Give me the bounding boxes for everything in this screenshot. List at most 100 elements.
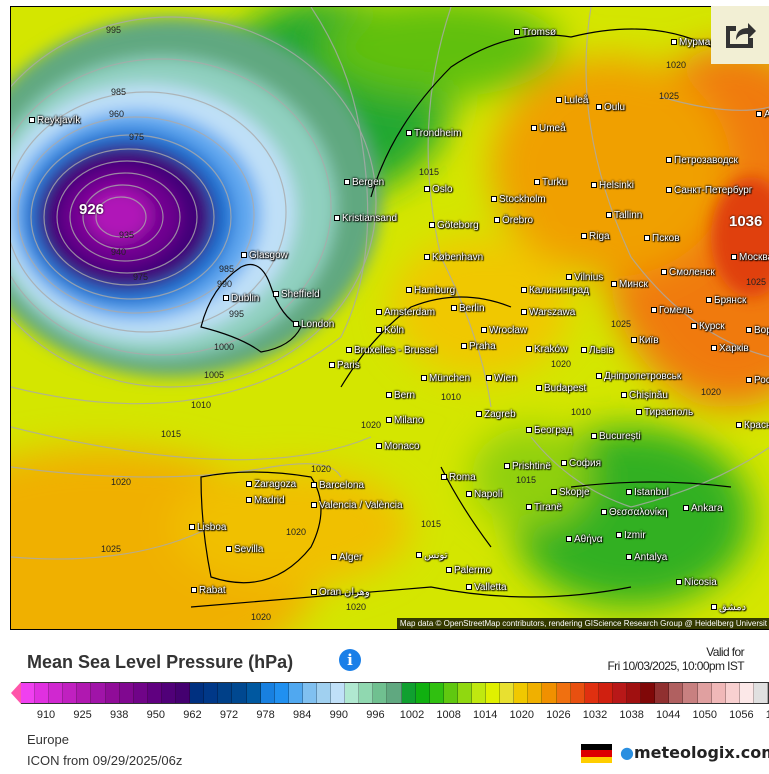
isobar-label: 1010: [441, 392, 462, 402]
share-icon: [726, 23, 756, 48]
city-label: Θεσσαλονίκη: [601, 507, 668, 518]
flag-stripe: [581, 756, 612, 763]
legend-tick-label: 1056: [729, 709, 754, 721]
city-label: Izmir: [616, 530, 646, 541]
city-label: Helsinki: [591, 180, 634, 191]
city-label: Reykjavík: [29, 115, 80, 126]
city-label: Калининград: [521, 285, 589, 296]
legend-swatch: [387, 683, 402, 703]
legend-swatch: [697, 683, 712, 703]
city-label: Praha: [461, 341, 496, 352]
legend-tick-label: 962: [183, 709, 202, 721]
legend-tick-label: 1050: [692, 709, 718, 721]
isobar-label: 995: [106, 25, 122, 35]
pressure-map[interactable]: Reykjavík Tromsø Мурманск Luleå Oulu Umeå Арха…: [10, 6, 769, 630]
city-label: Warszawa: [521, 307, 575, 318]
city-label: Wien: [486, 373, 517, 384]
legend-swatch: [190, 683, 205, 703]
legend-tick-label: 938: [110, 709, 129, 721]
city-label: Kristiansand: [334, 213, 397, 224]
legend-swatch: [232, 683, 247, 703]
city-label: Valencia / València: [311, 500, 403, 511]
city-label: Umeå: [531, 123, 566, 134]
city-label: Архангельск: [756, 109, 769, 120]
model-run-label: ICON from 09/29/2025/06z: [27, 753, 183, 768]
germany-flag-icon: [581, 744, 612, 763]
legend-swatch: [528, 683, 543, 703]
legend-tick-label: 1032: [582, 709, 608, 721]
city-label: Београд: [526, 425, 572, 436]
isobar-label: 1010: [571, 407, 592, 417]
share-button[interactable]: [711, 6, 769, 64]
legend-tick-label: 1002: [399, 709, 425, 721]
city-label: Roma: [441, 472, 476, 483]
city-label: Ростов: [746, 375, 769, 386]
city-label: Örebro: [494, 215, 533, 226]
legend-swatch: [176, 683, 191, 703]
brand-name: meteologix.com: [633, 743, 769, 762]
brand-logo[interactable]: ●meteologix.com: [620, 743, 769, 762]
legend-swatch: [486, 683, 501, 703]
city-label: Tromsø: [514, 27, 556, 38]
legend-swatch: [753, 683, 768, 703]
legend-swatch: [302, 683, 317, 703]
info-button[interactable]: i: [339, 649, 361, 671]
city-label: Львів: [581, 345, 614, 356]
valid-datetime: Fri 10/03/2025, 10:00pm IST: [607, 659, 744, 673]
legend-swatch: [683, 683, 698, 703]
city-label: Chișinău: [621, 390, 668, 401]
legend-swatch: [612, 683, 628, 703]
city-label: Минск: [611, 279, 648, 290]
legend-swatch: [91, 683, 106, 703]
legend-swatch: [739, 683, 754, 703]
city-label: Palermo: [446, 565, 491, 576]
city-label: Milano: [386, 415, 423, 426]
legend-swatch: [627, 683, 642, 703]
legend-swatch: [147, 683, 162, 703]
legend-swatch: [556, 683, 571, 703]
city-label: Wrocław: [481, 325, 527, 336]
legend-swatch: [542, 683, 557, 703]
isobar-label: 995: [229, 309, 245, 319]
high-center-label: 1036: [729, 213, 763, 230]
isobar-label: 1015: [161, 429, 182, 439]
legend-tick-label: 996: [366, 709, 385, 721]
legend-swatch: [105, 683, 120, 703]
city-label: Мурманск: [671, 37, 725, 48]
city-label: Skopje: [551, 487, 590, 498]
city-label: Dublin: [223, 293, 259, 304]
isobar-label: 1020: [346, 602, 367, 612]
legend-tick-label: 1014: [472, 709, 498, 721]
legend-swatch: [655, 683, 670, 703]
city-label: Berlin: [451, 303, 485, 314]
city-label: تونس: [416, 550, 447, 561]
legend-swatch: [246, 683, 261, 703]
isobar-label: 1010: [191, 400, 212, 410]
color-legend: [11, 682, 769, 704]
isobar-label: 975: [129, 132, 145, 142]
city-label: London: [293, 319, 334, 330]
legend-swatch: [514, 683, 529, 703]
isobar-label: 960: [109, 109, 125, 119]
legend-swatch: [711, 683, 726, 703]
legend-swatch: [21, 683, 36, 703]
city-label: Nicosia: [676, 577, 717, 588]
city-label: Sevilla: [226, 544, 263, 555]
isobar-label: 1025: [746, 277, 767, 287]
isobar-label: 1000: [214, 342, 235, 352]
legend-swatch: [260, 683, 275, 703]
legend-swatch: [49, 683, 64, 703]
city-label: Valletta: [466, 582, 507, 593]
valid-label: Valid for: [706, 645, 744, 659]
pressure-field: [11, 7, 769, 629]
flag-stripe: [581, 744, 612, 751]
legend-tick-label: 972: [219, 709, 239, 721]
city-label: Luleå: [556, 95, 588, 106]
legend-tick-label: 978: [256, 709, 275, 721]
isobar-label: 1020: [361, 420, 382, 430]
city-label: Vilnius: [566, 272, 603, 283]
legend-swatch: [598, 683, 613, 703]
city-label: Bern: [386, 390, 415, 401]
legend-swatch: [584, 683, 599, 703]
city-label: Turku: [534, 177, 567, 188]
